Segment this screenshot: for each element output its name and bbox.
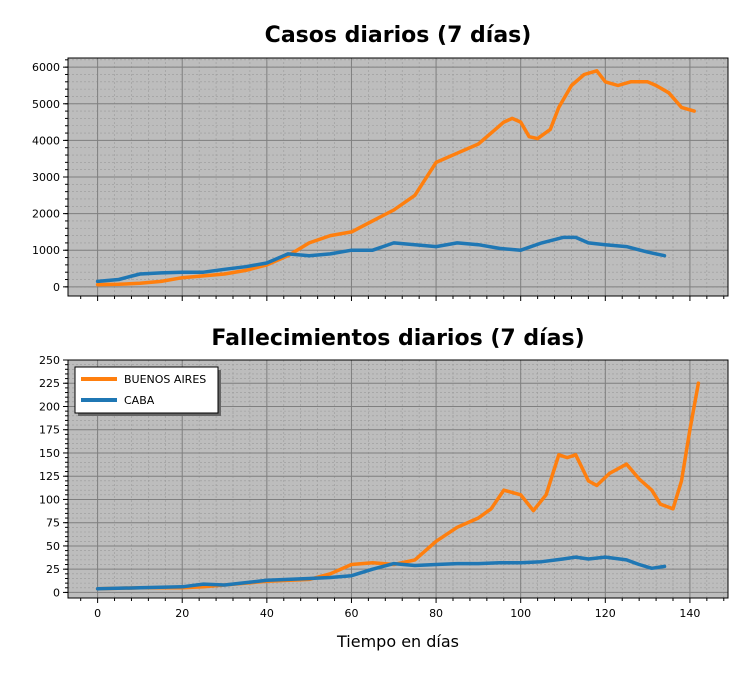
y-tick-label: 1000 bbox=[32, 244, 60, 257]
x-tick-label: 140 bbox=[679, 607, 700, 620]
y-tick-label: 250 bbox=[39, 354, 60, 367]
x-tick-label: 120 bbox=[595, 607, 616, 620]
x-tick-label: 100 bbox=[510, 607, 531, 620]
y-tick-label: 6000 bbox=[32, 61, 60, 74]
x-axis-label: Tiempo en días bbox=[336, 632, 459, 651]
legend-box bbox=[74, 366, 219, 414]
y-tick-label: 125 bbox=[39, 470, 60, 483]
cases-grid bbox=[68, 58, 728, 296]
deaths-chart: Fallecimientos diarios (7 días) 0 25 50 75 1… bbox=[39, 326, 729, 651]
cases-series bbox=[95, 69, 696, 287]
y-tick-label: 200 bbox=[39, 400, 60, 413]
x-tick-label: 80 bbox=[429, 607, 443, 620]
series-line-caba bbox=[95, 555, 667, 591]
y-tick-label: 150 bbox=[39, 447, 60, 460]
legend-label-caba: CABA bbox=[124, 394, 155, 407]
y-tick-label: 25 bbox=[46, 563, 60, 576]
deaths-plot-frame bbox=[67, 359, 729, 599]
x-tick-label: 20 bbox=[175, 607, 189, 620]
y-tick-label: 100 bbox=[39, 493, 60, 506]
x-tick-label: 0 bbox=[94, 607, 101, 620]
y-tick-label: 5000 bbox=[32, 98, 60, 111]
legend: BUENOS AIRES CABA bbox=[74, 366, 221, 416]
y-tick-label: 175 bbox=[39, 424, 60, 437]
cases-axis-ticks: 0 1000 2000 3000 4000 5000 6000 bbox=[32, 59, 725, 301]
deaths-chart-title: Fallecimientos diarios (7 días) bbox=[211, 326, 584, 351]
deaths-axis-ticks: 0 25 50 75 100 125 150 175 200 225 250 0 20 40 60 80 100… bbox=[39, 354, 725, 620]
deaths-series bbox=[95, 381, 701, 591]
y-tick-label: 225 bbox=[39, 377, 60, 390]
y-tick-label: 0 bbox=[53, 281, 60, 294]
series-line-caba bbox=[95, 235, 667, 284]
y-tick-label: 4000 bbox=[32, 134, 60, 147]
y-tick-label: 3000 bbox=[32, 171, 60, 184]
y-tick-label: 0 bbox=[53, 586, 60, 599]
series-line-buenos-aires bbox=[95, 69, 696, 287]
cases-chart: Casos diarios (7 días) 0 1000 2000 3000 4000… bbox=[32, 23, 729, 301]
cases-chart-title: Casos diarios (7 días) bbox=[265, 23, 532, 48]
legend-label-buenos-aires: BUENOS AIRES bbox=[124, 373, 206, 386]
y-tick-label: 2000 bbox=[32, 208, 60, 221]
x-tick-label: 40 bbox=[260, 607, 274, 620]
y-tick-label: 75 bbox=[46, 517, 60, 530]
y-tick-label: 50 bbox=[46, 540, 60, 553]
x-tick-label: 60 bbox=[344, 607, 358, 620]
